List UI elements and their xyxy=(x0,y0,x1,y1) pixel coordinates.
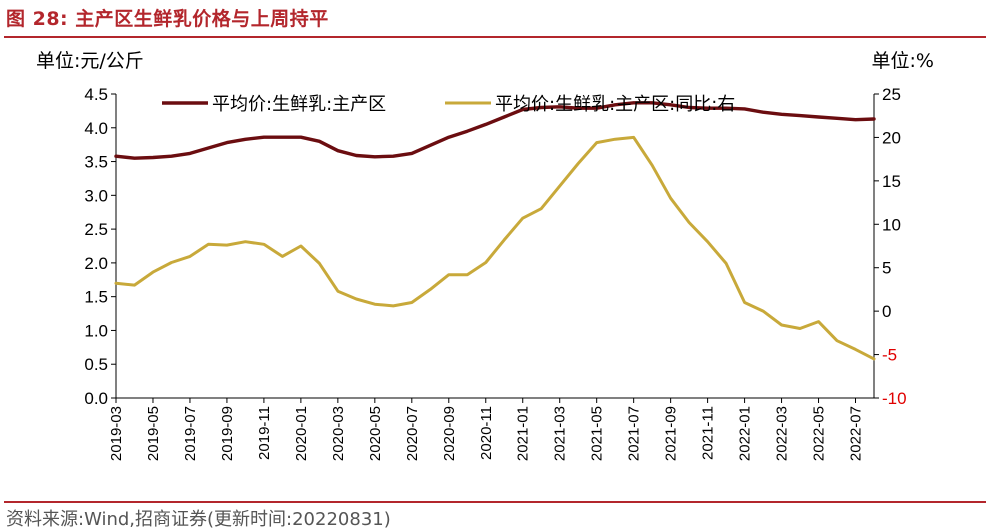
left-tick-label: 1.5 xyxy=(84,288,108,307)
chart-series xyxy=(114,101,876,361)
x-tick-label: 2020-03 xyxy=(330,406,347,461)
x-tick-label: 2019-05 xyxy=(145,406,162,461)
right-tick-label: 25 xyxy=(882,85,901,104)
right-tick-label: 10 xyxy=(882,215,901,234)
chart-legend: 平均价:生鲜乳:主产区 平均价:生鲜乳:主产区:同比:右 xyxy=(162,94,735,115)
price-series-line xyxy=(114,101,876,160)
x-tick-label: 2020-07 xyxy=(404,406,421,461)
right-tick-label: 5 xyxy=(882,259,891,278)
figure-title: 图 28: 主产区生鲜乳价格与上周持平 xyxy=(6,8,329,30)
x-tick-label: 2019-11 xyxy=(256,406,273,460)
chart-axes: 4.5 4.0 3.5 3.0 2.5 2.0 1.5 1.0 0.5 0.0 25 20 15 10 5 0… xyxy=(84,85,906,461)
left-axis-unit: 单位:元/公斤 xyxy=(36,50,144,72)
left-tick-label: 1.0 xyxy=(84,321,108,340)
left-tick-label: 0.5 xyxy=(84,355,108,374)
footer-divider xyxy=(4,501,986,503)
x-tick-label: 2021-05 xyxy=(589,406,606,461)
right-tick-label: 0 xyxy=(882,302,891,321)
x-tick-label: 2020-11 xyxy=(478,406,495,460)
left-tick-label: 3.5 xyxy=(84,153,108,172)
x-tick-label: 2020-09 xyxy=(441,406,458,461)
left-tick-label: 2.5 xyxy=(84,220,108,239)
data-source-note: 资料来源:Wind,招商证券(更新时间:20220831) xyxy=(6,509,391,530)
x-tick-label: 2019-07 xyxy=(182,406,199,461)
legend-label: 平均价:生鲜乳:主产区:同比:右 xyxy=(495,94,735,115)
right-axis-unit: 单位:% xyxy=(871,50,934,72)
right-tick-label: 20 xyxy=(882,128,901,147)
right-tick-label: -10 xyxy=(882,389,907,408)
x-tick-label: 2021-07 xyxy=(626,406,643,461)
x-tick-label: 2021-03 xyxy=(552,406,569,461)
x-tick-label: 2019-03 xyxy=(108,406,125,461)
x-tick-label: 2022-03 xyxy=(774,406,791,461)
left-tick-label: 2.0 xyxy=(84,254,108,273)
left-tick-label: 4.0 xyxy=(84,119,108,138)
yoy-series-line xyxy=(114,135,876,361)
x-tick-label: 2019-09 xyxy=(219,406,236,461)
right-tick-label: -5 xyxy=(882,346,897,365)
x-tick-label: 2022-05 xyxy=(811,406,828,461)
x-tick-label: 2021-11 xyxy=(700,406,717,460)
left-tick-label: 0.0 xyxy=(84,389,108,408)
x-tick-label: 2021-09 xyxy=(663,406,680,461)
x-tick-label: 2020-01 xyxy=(293,406,310,461)
legend-label: 平均价:生鲜乳:主产区 xyxy=(212,94,386,115)
right-tick-label: 15 xyxy=(882,172,901,191)
left-tick-label: 3.0 xyxy=(84,186,108,205)
title-divider xyxy=(4,36,986,38)
x-tick-label: 2021-01 xyxy=(515,406,532,461)
left-tick-label: 4.5 xyxy=(84,85,108,104)
x-tick-label: 2022-01 xyxy=(737,406,754,461)
x-tick-label: 2020-05 xyxy=(367,406,384,461)
x-tick-label: 2022-07 xyxy=(848,406,865,461)
